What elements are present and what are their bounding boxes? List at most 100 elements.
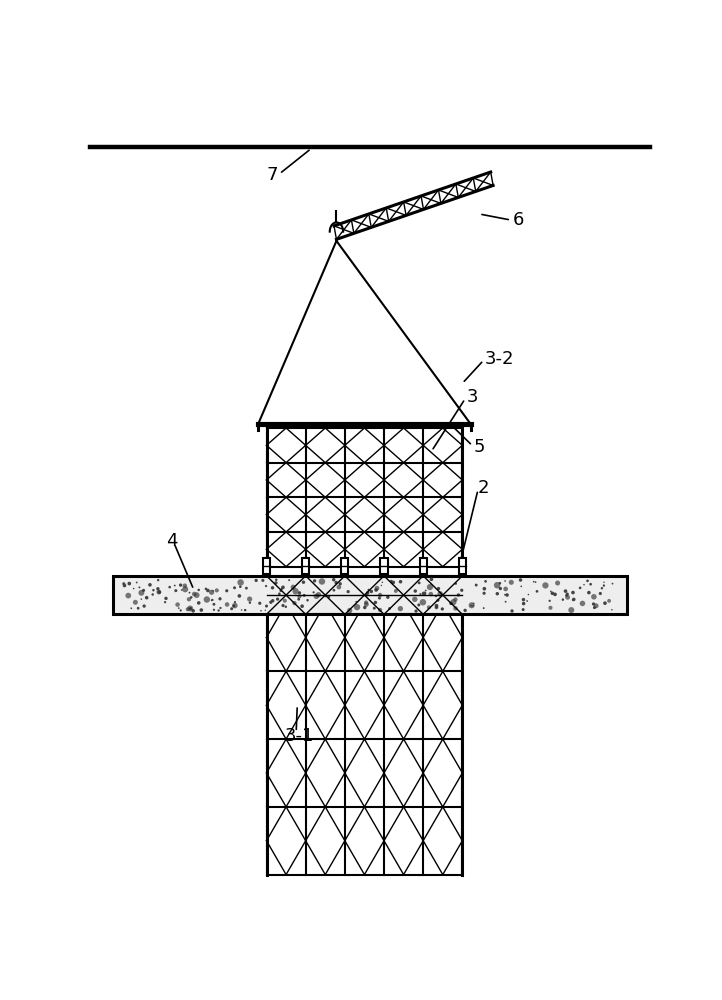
Point <box>123 588 134 604</box>
Point <box>152 581 164 597</box>
Bar <box>113 576 627 614</box>
Point <box>334 576 346 592</box>
Point <box>240 580 252 596</box>
Point <box>448 594 459 610</box>
Point <box>544 600 556 616</box>
Point <box>266 580 278 596</box>
Point <box>255 603 266 619</box>
Point <box>388 574 399 590</box>
Point <box>271 591 283 607</box>
Point <box>500 573 511 589</box>
Point <box>591 598 602 614</box>
Point <box>294 585 305 601</box>
Point <box>147 586 158 602</box>
Point <box>432 581 444 597</box>
Text: 3-1: 3-1 <box>285 727 314 745</box>
Point <box>588 589 600 605</box>
Text: 4: 4 <box>166 532 178 550</box>
Point <box>193 582 204 598</box>
Point <box>518 596 529 612</box>
Point <box>138 582 149 598</box>
Point <box>598 578 609 594</box>
Point <box>234 588 245 604</box>
Point <box>588 600 600 616</box>
Point <box>539 577 551 593</box>
Point <box>179 578 191 594</box>
Point <box>131 574 142 590</box>
Point <box>516 578 527 594</box>
Point <box>479 581 490 597</box>
Point <box>371 582 383 598</box>
Point <box>515 572 526 588</box>
Point <box>561 587 573 603</box>
Bar <box>419 558 427 574</box>
Point <box>363 582 375 598</box>
Point <box>450 600 461 616</box>
Point <box>183 591 195 607</box>
Point <box>184 600 196 616</box>
Point <box>578 577 590 593</box>
Text: 2: 2 <box>478 479 490 497</box>
Point <box>254 595 266 611</box>
Text: 6: 6 <box>513 211 524 229</box>
Point <box>352 599 363 615</box>
Point <box>160 590 172 606</box>
Point <box>456 582 468 598</box>
Point <box>494 575 505 591</box>
Point <box>259 602 271 618</box>
Point <box>382 589 393 605</box>
Point <box>183 585 195 601</box>
Point <box>342 584 354 600</box>
Point <box>350 594 362 610</box>
Point <box>453 587 464 603</box>
Point <box>574 580 586 596</box>
Point <box>359 600 370 616</box>
Point <box>180 581 191 597</box>
Point <box>596 580 608 596</box>
Point <box>141 590 152 606</box>
Point <box>459 602 471 618</box>
Point <box>377 574 388 590</box>
Point <box>134 579 145 595</box>
Point <box>410 603 422 619</box>
Point <box>290 583 301 599</box>
Point <box>235 574 246 590</box>
Point <box>471 577 482 593</box>
Point <box>164 579 175 595</box>
Point <box>193 595 204 611</box>
Point <box>240 602 251 618</box>
Point <box>308 584 319 600</box>
Point <box>154 584 165 600</box>
Point <box>261 598 272 614</box>
Point <box>413 597 425 613</box>
Point <box>518 592 529 608</box>
Point <box>478 600 490 616</box>
Point <box>583 585 595 601</box>
Point <box>172 597 183 613</box>
Text: 7: 7 <box>266 166 278 184</box>
Point <box>169 578 180 594</box>
Point <box>545 583 557 599</box>
Point <box>206 592 217 608</box>
Text: 5: 5 <box>474 438 485 456</box>
Point <box>562 586 573 602</box>
Point <box>270 575 282 591</box>
Point <box>289 595 300 611</box>
Point <box>582 573 593 589</box>
Point <box>395 574 406 590</box>
Bar <box>302 558 309 574</box>
Text: 3-2: 3-2 <box>484 350 514 368</box>
Point <box>139 598 150 614</box>
Point <box>132 600 144 616</box>
Point <box>316 573 328 589</box>
Point <box>431 599 443 615</box>
Point <box>521 593 533 609</box>
Point <box>208 596 219 612</box>
Point <box>384 600 396 616</box>
Point <box>414 586 426 602</box>
Point <box>501 587 513 603</box>
Point <box>547 585 558 601</box>
Point <box>208 602 219 618</box>
Point <box>386 573 397 589</box>
Point <box>373 590 385 606</box>
